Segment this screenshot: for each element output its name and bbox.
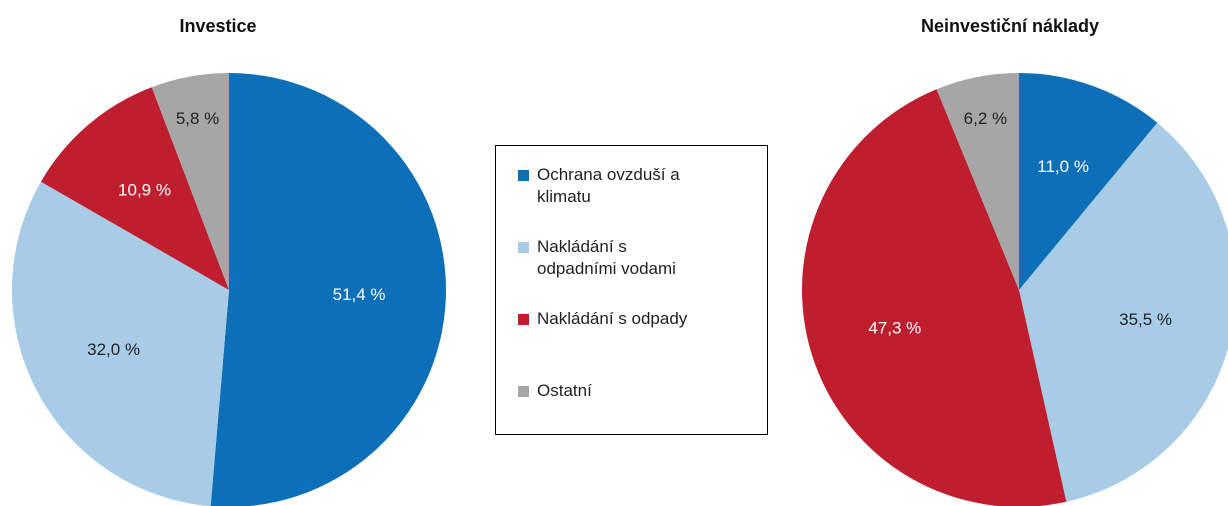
pie-slice bbox=[1019, 73, 1158, 290]
legend-label: Ochrana ovzduší a klimatu bbox=[537, 165, 680, 206]
chart-title: Neinvestiční náklady bbox=[921, 16, 1099, 36]
legend-item: Nakládání s odpadními vodami bbox=[518, 236, 757, 308]
legend: Ochrana ovzduší a klimatu Nakládání s odp… bbox=[495, 145, 768, 435]
data-label: 51,4 % bbox=[333, 285, 386, 304]
data-label: 35,5 % bbox=[1119, 310, 1172, 329]
legend-swatch bbox=[518, 170, 529, 181]
legend-swatch bbox=[518, 314, 529, 325]
legend-label: Nakládání s odpady bbox=[537, 309, 688, 328]
legend-label: Nakládání s odpadními vodami bbox=[537, 237, 676, 278]
pie-slice bbox=[151, 73, 229, 290]
data-label: 10,9 % bbox=[118, 180, 171, 199]
pie-slice bbox=[210, 73, 446, 506]
legend-item: Ostatní bbox=[518, 380, 757, 452]
chart-title: Investice bbox=[179, 16, 256, 36]
pie-slice bbox=[801, 89, 1067, 506]
data-label: 47,3 % bbox=[868, 319, 921, 338]
data-label: 11,0 % bbox=[1037, 157, 1089, 176]
pie-slice bbox=[40, 87, 230, 290]
pie-slice bbox=[12, 181, 229, 506]
data-label: 32,0 % bbox=[87, 340, 140, 359]
legend-label: Ostatní bbox=[537, 381, 592, 400]
data-label: 6,2 % bbox=[964, 109, 1007, 128]
pie-slice bbox=[936, 73, 1019, 290]
legend-swatch bbox=[518, 386, 529, 397]
data-label: 5,8 % bbox=[176, 109, 219, 128]
legend-swatch bbox=[518, 242, 529, 253]
legend-item: Nakládání s odpady bbox=[518, 308, 757, 380]
legend-item: Ochrana ovzduší a klimatu bbox=[518, 164, 757, 236]
pie-slice bbox=[1019, 122, 1228, 502]
